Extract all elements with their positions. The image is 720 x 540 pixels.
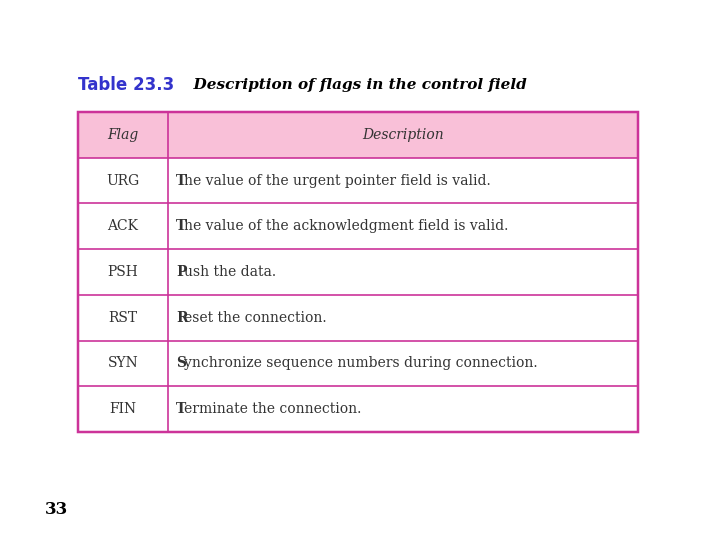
Text: ynchronize sequence numbers during connection.: ynchronize sequence numbers during conne… bbox=[184, 356, 537, 370]
Text: PSH: PSH bbox=[107, 265, 138, 279]
Text: Description: Description bbox=[362, 128, 444, 142]
Text: 33: 33 bbox=[45, 502, 68, 518]
Text: RST: RST bbox=[109, 310, 138, 325]
Text: Table 23.3: Table 23.3 bbox=[78, 76, 174, 94]
Bar bbox=[78, 204, 638, 249]
Text: SYN: SYN bbox=[107, 356, 138, 370]
Text: ACK: ACK bbox=[107, 219, 138, 233]
Text: R: R bbox=[176, 310, 187, 325]
Bar bbox=[78, 112, 638, 432]
Bar bbox=[78, 249, 638, 295]
Text: eset the connection.: eset the connection. bbox=[184, 310, 326, 325]
Bar bbox=[78, 386, 638, 432]
Text: T: T bbox=[176, 402, 186, 416]
Text: T: T bbox=[176, 173, 186, 187]
Text: ush the data.: ush the data. bbox=[184, 265, 276, 279]
Text: Description of flags in the control field: Description of flags in the control fiel… bbox=[183, 78, 527, 92]
Text: Flag: Flag bbox=[107, 128, 139, 142]
Text: FIN: FIN bbox=[109, 402, 137, 416]
Text: erminate the connection.: erminate the connection. bbox=[184, 402, 361, 416]
Bar bbox=[78, 112, 638, 158]
Text: URG: URG bbox=[107, 173, 140, 187]
Bar bbox=[78, 295, 638, 341]
Text: he value of the acknowledgment field is valid.: he value of the acknowledgment field is … bbox=[184, 219, 508, 233]
Text: S: S bbox=[176, 356, 186, 370]
Text: T: T bbox=[176, 219, 186, 233]
Text: P: P bbox=[176, 265, 186, 279]
Bar bbox=[78, 341, 638, 386]
Bar bbox=[78, 158, 638, 204]
Text: he value of the urgent pointer field is valid.: he value of the urgent pointer field is … bbox=[184, 173, 490, 187]
